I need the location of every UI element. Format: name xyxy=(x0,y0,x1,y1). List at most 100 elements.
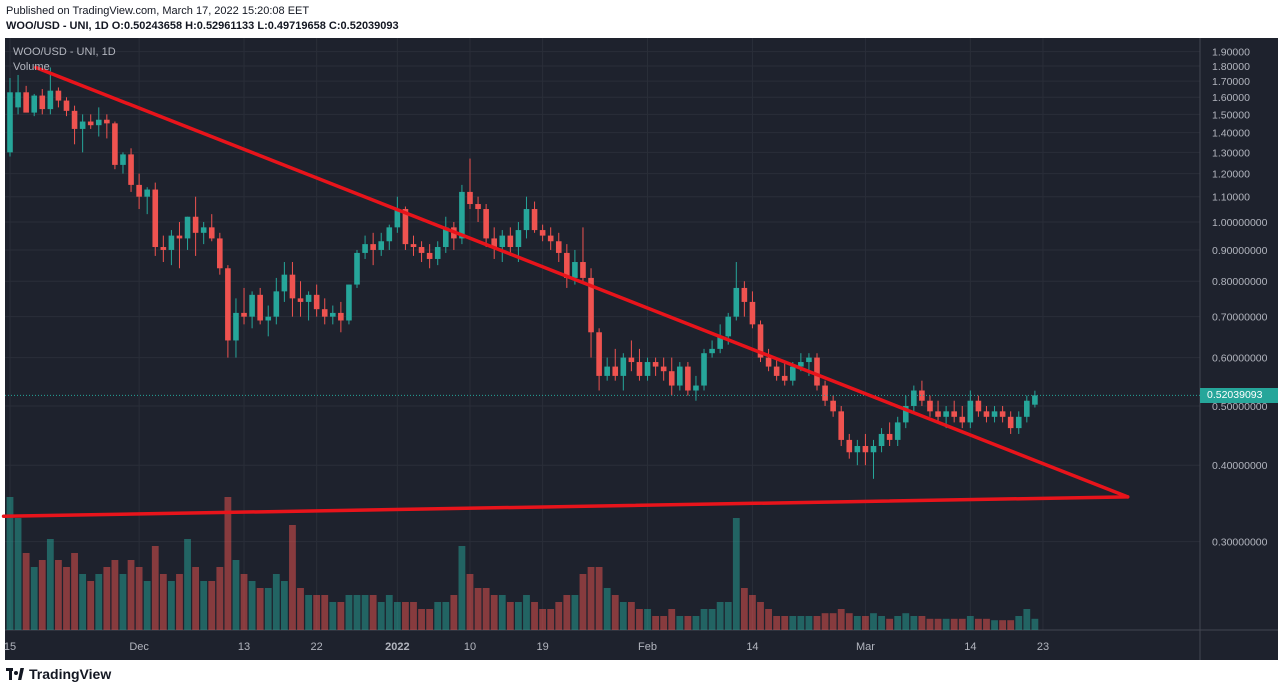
candle-body xyxy=(927,400,933,412)
candle-body xyxy=(208,227,215,239)
y-tick-label: 0.40000000 xyxy=(1212,460,1268,472)
y-tick-label: 0.80000000 xyxy=(1212,276,1268,288)
candle-body xyxy=(564,252,570,278)
volume-bar xyxy=(1015,616,1023,630)
candle-body xyxy=(701,353,707,386)
volume-bar xyxy=(910,616,918,630)
candle-body xyxy=(822,385,828,401)
candle-body xyxy=(717,336,723,349)
volume-bar xyxy=(345,595,353,630)
high-label: H: xyxy=(185,20,197,32)
candle-body xyxy=(999,411,1006,417)
volume-bar xyxy=(458,546,466,630)
candle-body xyxy=(709,348,715,354)
candle-body xyxy=(265,316,272,321)
candle-body xyxy=(838,411,845,440)
volume-bar xyxy=(95,574,103,630)
high-value: 0.52961133 xyxy=(196,20,255,32)
volume-bar xyxy=(410,602,417,630)
volume-bar xyxy=(749,595,756,630)
candle-body xyxy=(15,92,21,108)
candle-body xyxy=(894,422,901,440)
y-tick-label: 0.70000000 xyxy=(1212,312,1268,324)
candle-body xyxy=(1015,416,1022,429)
volume-bar xyxy=(652,616,659,630)
volume-bar xyxy=(506,602,514,630)
candle-body xyxy=(798,362,804,367)
y-tick-label: 1.40000 xyxy=(1212,128,1250,140)
candle-body xyxy=(338,312,344,321)
candle-body xyxy=(943,411,949,417)
candle-body xyxy=(104,119,110,124)
volume-bar xyxy=(829,613,837,630)
candle-body xyxy=(184,216,191,239)
volume-bar xyxy=(474,588,482,630)
volume-bar xyxy=(676,616,684,630)
volume-bar xyxy=(902,613,910,630)
volume-bar xyxy=(353,595,361,630)
candle-body xyxy=(313,294,320,310)
candle-body xyxy=(636,362,643,376)
volume-bar xyxy=(176,574,183,630)
candle-body xyxy=(870,446,877,453)
volume-bar xyxy=(983,618,990,630)
candle-body xyxy=(773,366,780,376)
x-tick-label: Feb xyxy=(638,641,657,653)
volume-bar xyxy=(684,616,692,630)
candle-body xyxy=(919,390,925,401)
volume-bar xyxy=(321,595,329,630)
candle-body xyxy=(1032,395,1038,405)
volume-bar xyxy=(289,525,296,630)
candle-body xyxy=(515,230,522,248)
candle-body xyxy=(668,371,675,386)
top-bar: Published on TradingView.com, March 17, … xyxy=(0,0,1280,38)
volume-bar xyxy=(240,574,248,630)
volume-bar xyxy=(555,602,563,630)
volume-bar xyxy=(79,574,87,630)
low-label: L: xyxy=(257,20,268,32)
volume-bar xyxy=(708,609,716,630)
x-tick-label: 10 xyxy=(464,641,476,653)
volume-bar xyxy=(789,616,797,630)
x-tick-label: 22 xyxy=(311,641,323,653)
candle-body xyxy=(249,294,255,317)
candle-body xyxy=(967,400,974,423)
volume-bar xyxy=(135,567,143,630)
volume-bar xyxy=(103,567,111,630)
chart-area[interactable] xyxy=(5,38,1278,660)
candle-body xyxy=(7,92,13,153)
candle-body xyxy=(983,411,990,417)
volume-bar xyxy=(627,602,635,630)
volume-bar xyxy=(934,618,942,630)
candle-body xyxy=(555,241,562,253)
candle-body xyxy=(951,411,957,417)
candle-body xyxy=(63,100,70,111)
volume-bar xyxy=(579,574,587,630)
candle-body xyxy=(168,235,175,250)
candle-body xyxy=(241,312,247,317)
candle-body xyxy=(273,291,280,317)
volume-bar xyxy=(272,574,280,630)
candle-body xyxy=(975,400,982,412)
volume-bar xyxy=(539,609,547,630)
volume-bar xyxy=(143,581,151,630)
candle-body xyxy=(959,416,966,423)
candle-body xyxy=(547,235,554,242)
volume-bar xyxy=(256,588,264,630)
candle-body xyxy=(475,204,481,210)
candle-body xyxy=(789,366,796,381)
volume-bar xyxy=(975,618,982,630)
tradingview-logo[interactable]: TradingView xyxy=(6,666,111,682)
candle-body xyxy=(192,216,199,233)
candle-body xyxy=(225,268,231,341)
candle-body xyxy=(846,439,853,453)
candle-body xyxy=(604,366,610,376)
volume-bar xyxy=(797,616,805,630)
candle-body xyxy=(741,287,748,302)
volume-bar xyxy=(434,602,442,630)
volume-bar xyxy=(418,609,425,630)
volume-bar xyxy=(184,539,191,630)
volume-bar xyxy=(216,567,224,630)
volume-bar xyxy=(442,602,450,630)
